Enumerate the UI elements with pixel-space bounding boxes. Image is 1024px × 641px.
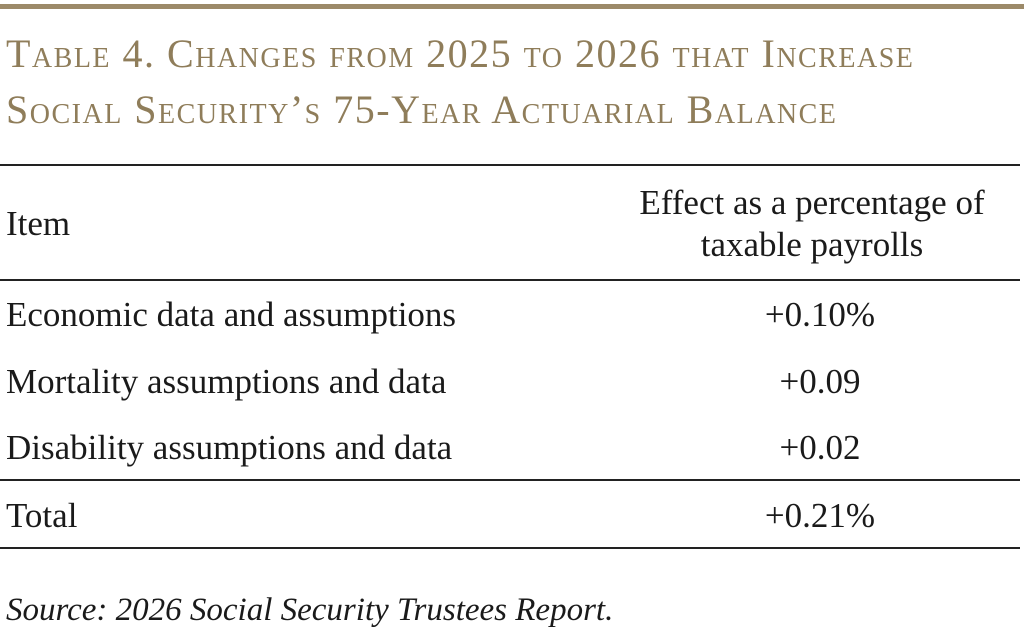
row-effect: +0.02 (779, 428, 861, 467)
header-rule (0, 279, 1020, 281)
header-item: Item (6, 204, 71, 243)
total-effect: +0.21% (764, 496, 876, 535)
total-item: Total (6, 496, 78, 535)
header-effect: Effect as a percentage of taxable payrol… (600, 182, 1024, 266)
table-top-rule (0, 164, 1020, 166)
table-bottom-rule (0, 547, 1020, 549)
table-title: Table 4. Changes from 2025 to 2026 that … (6, 26, 1016, 138)
row-effect: +0.10% (764, 295, 876, 334)
row-item: Mortality assumptions and data (6, 362, 447, 401)
total-rule (0, 479, 1020, 481)
row-item: Economic data and assumptions (6, 295, 457, 334)
table-title-line-1: Table 4. Changes from 2025 to 2026 that … (6, 31, 915, 76)
row-effect: +0.09 (779, 362, 861, 401)
top-rule (0, 4, 1024, 9)
header-effect-line-1: Effect as a percentage of (639, 183, 985, 222)
row-item: Disability assumptions and data (6, 428, 453, 467)
header-effect-line-2: taxable payrolls (700, 225, 924, 264)
table-title-line-2: Social Security’s 75-Year Actuarial Bala… (6, 87, 838, 132)
source-note: Source: 2026 Social Security Trustees Re… (6, 592, 614, 628)
